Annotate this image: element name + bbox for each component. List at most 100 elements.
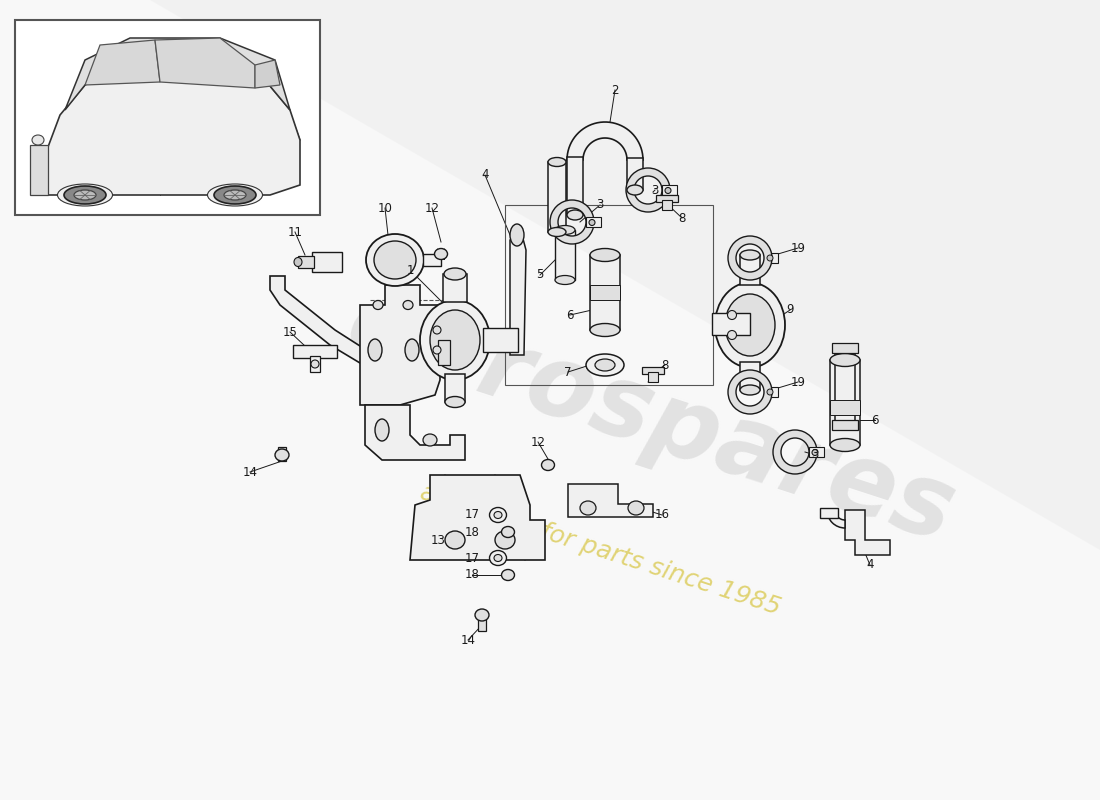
Bar — [30, 145, 48, 195]
Ellipse shape — [715, 282, 785, 367]
Text: 19: 19 — [791, 242, 805, 254]
Ellipse shape — [580, 501, 596, 515]
Wedge shape — [827, 510, 845, 528]
Text: 2: 2 — [612, 83, 618, 97]
Ellipse shape — [475, 609, 490, 621]
Bar — [656, 195, 678, 202]
Text: 11: 11 — [287, 226, 303, 238]
Text: 7: 7 — [564, 366, 572, 378]
Bar — [446, 374, 465, 402]
Ellipse shape — [725, 294, 775, 356]
Ellipse shape — [590, 249, 620, 262]
Ellipse shape — [294, 258, 302, 266]
Bar — [548, 162, 566, 232]
Ellipse shape — [566, 210, 583, 220]
Ellipse shape — [812, 450, 818, 455]
Bar — [443, 274, 468, 302]
Ellipse shape — [727, 310, 737, 319]
Ellipse shape — [494, 554, 502, 562]
Text: 15: 15 — [283, 326, 297, 338]
Ellipse shape — [433, 346, 441, 354]
Text: 4: 4 — [481, 169, 488, 182]
Text: 6: 6 — [566, 309, 574, 322]
Bar — [15, 20, 320, 215]
Polygon shape — [35, 55, 300, 195]
Text: 18: 18 — [464, 526, 480, 538]
Bar — [648, 372, 658, 382]
Text: 3: 3 — [812, 449, 818, 462]
Bar — [740, 362, 760, 390]
Text: 14: 14 — [242, 466, 257, 478]
Bar — [627, 158, 644, 190]
Wedge shape — [550, 200, 594, 244]
Ellipse shape — [368, 339, 382, 361]
Ellipse shape — [208, 184, 263, 206]
Ellipse shape — [627, 185, 644, 195]
Bar — [310, 356, 320, 372]
Ellipse shape — [214, 186, 256, 204]
Ellipse shape — [224, 190, 246, 200]
Bar — [764, 253, 778, 263]
Ellipse shape — [767, 389, 773, 395]
Polygon shape — [150, 0, 1100, 550]
Bar — [293, 345, 337, 358]
Ellipse shape — [490, 507, 506, 522]
Ellipse shape — [556, 226, 575, 234]
Text: 13: 13 — [430, 534, 446, 546]
Ellipse shape — [548, 227, 566, 237]
Text: 6: 6 — [871, 414, 879, 426]
Bar — [298, 256, 314, 268]
Bar — [478, 613, 486, 631]
Polygon shape — [410, 475, 544, 560]
Bar — [505, 205, 713, 385]
Text: 8: 8 — [679, 211, 685, 225]
Ellipse shape — [595, 359, 615, 371]
Bar — [312, 252, 342, 272]
Ellipse shape — [830, 354, 860, 366]
Bar — [556, 230, 575, 280]
Text: 12: 12 — [425, 202, 440, 214]
Bar — [740, 255, 760, 285]
Ellipse shape — [311, 360, 319, 368]
Bar — [590, 255, 620, 330]
Ellipse shape — [588, 219, 595, 226]
Bar — [820, 508, 838, 518]
Ellipse shape — [510, 224, 524, 246]
Polygon shape — [155, 38, 255, 88]
Wedge shape — [773, 430, 817, 474]
Ellipse shape — [275, 449, 289, 461]
Text: a passion for parts since 1985: a passion for parts since 1985 — [417, 480, 783, 620]
Text: 9: 9 — [786, 303, 794, 317]
Ellipse shape — [490, 550, 506, 566]
Bar — [830, 400, 860, 415]
Text: 14: 14 — [461, 634, 475, 646]
Text: 8: 8 — [661, 358, 669, 371]
Text: 3: 3 — [596, 198, 604, 211]
Bar — [590, 285, 620, 300]
Ellipse shape — [430, 310, 480, 370]
Ellipse shape — [590, 323, 620, 337]
Text: eurospares: eurospares — [334, 276, 966, 564]
Text: 17: 17 — [464, 509, 480, 522]
Bar — [830, 360, 860, 445]
Ellipse shape — [541, 459, 554, 470]
Ellipse shape — [74, 190, 96, 200]
Polygon shape — [566, 122, 644, 160]
Ellipse shape — [502, 570, 515, 581]
Bar — [662, 200, 672, 210]
Ellipse shape — [446, 397, 465, 407]
Bar — [424, 254, 441, 266]
Ellipse shape — [32, 135, 44, 145]
Ellipse shape — [373, 301, 383, 310]
Ellipse shape — [434, 249, 448, 259]
Bar — [438, 340, 450, 365]
Bar — [832, 420, 858, 430]
Ellipse shape — [405, 339, 419, 361]
Ellipse shape — [433, 326, 441, 334]
Polygon shape — [568, 484, 653, 517]
Ellipse shape — [403, 301, 412, 310]
Ellipse shape — [727, 330, 737, 339]
Text: 4: 4 — [866, 558, 873, 571]
Ellipse shape — [740, 385, 760, 395]
Bar — [764, 387, 778, 397]
